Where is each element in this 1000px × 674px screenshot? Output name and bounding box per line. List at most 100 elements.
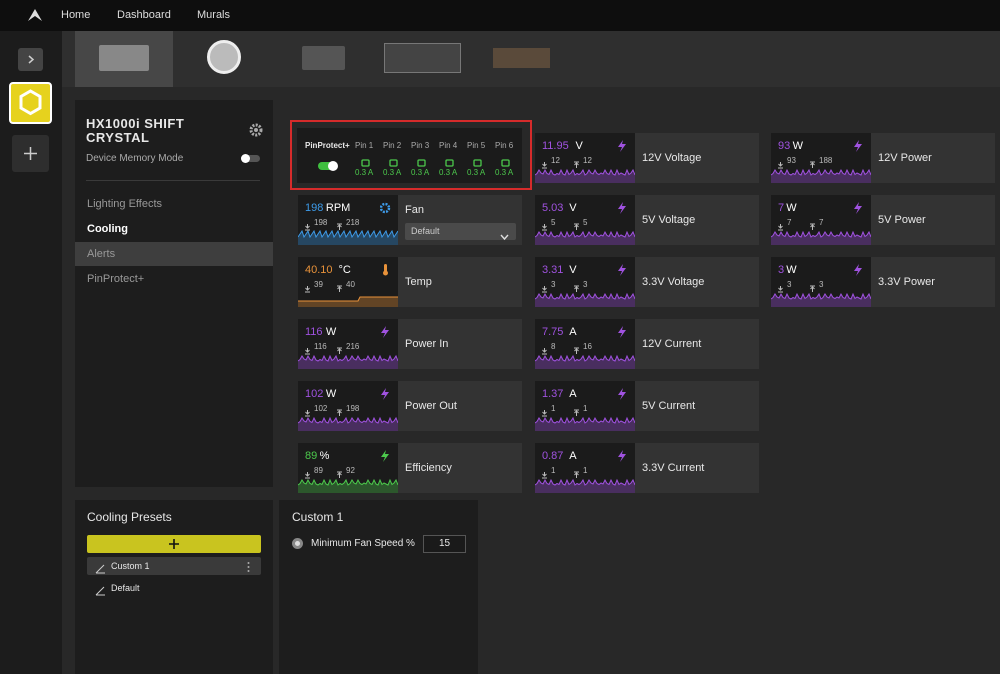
sparkline — [535, 257, 635, 307]
sensor-graph: 93 W 93 188 — [771, 133, 871, 183]
nav-link[interactable]: Murals — [197, 9, 231, 21]
pin-icon — [389, 154, 398, 172]
sensor-tile: 116 W 116 216 Power In — [298, 319, 522, 369]
expand-button[interactable] — [18, 48, 43, 71]
sensor-tile: 198 RPM 198 218 Fan Default — [298, 195, 522, 245]
min-value: 8 — [551, 342, 556, 351]
chevron — [500, 228, 509, 246]
sensor-value: 7.75 — [542, 326, 564, 338]
presets-title: Cooling Presets — [87, 510, 172, 524]
sparkline — [771, 195, 871, 245]
sensor-unit: V — [575, 140, 583, 152]
sensor-value: 93 — [778, 140, 791, 152]
sensor-tile: 5.03 V 5 5 5V Voltage — [535, 195, 759, 245]
minmax-icon — [541, 342, 548, 360]
minmax-icon — [304, 218, 311, 236]
sensor-value: 116 — [305, 326, 323, 338]
settings-icon[interactable] — [249, 123, 263, 137]
sensor-label: Efficiency — [405, 462, 452, 474]
more-icon[interactable] — [247, 560, 250, 572]
sensor-graph: 3.31 V 3 3 — [535, 257, 635, 307]
sensor-icon — [853, 201, 864, 219]
pinprotect-tile: PinProtect+ Pin 1 0.3 A Pin 2 0.3 A Pin 3 0.3… — [297, 128, 522, 183]
preset-item[interactable]: Custom 1 — [111, 561, 150, 571]
min-value: 102 — [314, 404, 328, 413]
sensor-value: 89 — [305, 450, 318, 462]
device-thumb[interactable] — [384, 43, 461, 73]
sparkline — [298, 319, 398, 369]
sensor-icon — [617, 449, 628, 467]
sparkline — [298, 381, 398, 431]
sensor-icon — [853, 139, 864, 157]
sensor-tile: 93 W 93 188 12V Power — [771, 133, 995, 183]
sensor-graph: 11.95 V 12 12 — [535, 133, 635, 183]
add-preset-button[interactable] — [87, 535, 261, 553]
sensor-label: 3.3V Current — [642, 462, 705, 474]
minmax-icon — [573, 280, 580, 298]
sensor-unit: °C — [338, 264, 351, 276]
pin-label: Pin 5 — [467, 141, 486, 150]
menu-item[interactable]: Lighting Effects — [87, 198, 163, 210]
sensor-unit: W — [792, 140, 803, 152]
memory-mode-toggle[interactable] — [241, 154, 260, 163]
radio[interactable] — [292, 538, 303, 549]
device-thumb-selected[interactable] — [75, 31, 173, 87]
sensor-label: Temp — [405, 276, 432, 288]
device-thumb[interactable] — [207, 40, 241, 74]
minmax-icon — [541, 466, 548, 484]
setting-label: Minimum Fan Speed % — [311, 538, 415, 549]
custom-title: Custom 1 — [292, 510, 344, 524]
minmax-icon — [777, 218, 784, 236]
menu-item[interactable]: Alerts — [87, 248, 116, 260]
sensor-icon — [617, 263, 628, 281]
minmax-icon — [573, 466, 580, 484]
pin-value: 0.3 A — [439, 168, 458, 177]
add-device-button[interactable] — [12, 135, 49, 172]
sensor-icon — [380, 325, 391, 343]
pin-label: Pin 1 — [355, 141, 374, 150]
sparkline — [771, 257, 871, 307]
sensor-graph: 0.87 A 1 1 — [535, 443, 635, 493]
sensor-value: 3 — [778, 264, 785, 276]
sensor-icon — [853, 263, 864, 281]
fan-dropdown[interactable]: Default — [405, 223, 516, 241]
sensor-label: 5V Voltage — [642, 214, 696, 226]
setting-input[interactable]: 15 — [423, 535, 466, 553]
pin-value: 0.3 A — [467, 168, 486, 177]
pin-value: 0.3 A — [383, 168, 402, 177]
device-icon[interactable] — [9, 82, 52, 124]
sensor-icon — [379, 201, 391, 219]
sensor-label: 5V Current — [642, 400, 696, 412]
nav-link[interactable]: Dashboard — [117, 9, 171, 21]
pin-icon — [473, 154, 482, 172]
menu-item[interactable]: Cooling — [87, 223, 128, 235]
minmax-icon — [573, 218, 580, 236]
sensor-tile: 0.87 A 1 1 3.3V Current — [535, 443, 759, 493]
sensor-tile: 7.75 A 8 16 12V Current — [535, 319, 759, 369]
pinprotect-toggle[interactable] — [318, 161, 338, 171]
sparkline — [535, 381, 635, 431]
preset-item[interactable]: Default — [111, 583, 140, 593]
device-thumb[interactable] — [493, 48, 550, 68]
nav-link[interactable]: Home — [61, 9, 91, 21]
sparkline — [535, 133, 635, 183]
pin-label: Pin 2 — [383, 141, 402, 150]
sensor-graph: 116 W 116 216 — [298, 319, 398, 369]
minmax-icon — [541, 218, 548, 236]
preset-selected — [87, 557, 261, 575]
max-value: 7 — [819, 218, 824, 227]
minmax-icon — [573, 342, 580, 360]
minmax-icon — [777, 280, 784, 298]
sparkline — [298, 195, 398, 245]
sensor-graph: 198 RPM 198 218 — [298, 195, 398, 245]
curve-icon — [95, 561, 106, 579]
menu-item[interactable]: PinProtect+ — [87, 273, 145, 285]
min-value: 5 — [551, 218, 556, 227]
sensor-value: 3.31 — [542, 264, 564, 276]
sensor-label: Power In — [405, 338, 449, 350]
min-value: 39 — [314, 280, 323, 289]
divider — [86, 180, 260, 181]
device-thumb[interactable] — [302, 46, 345, 70]
pin-label: Pin 6 — [495, 141, 514, 150]
